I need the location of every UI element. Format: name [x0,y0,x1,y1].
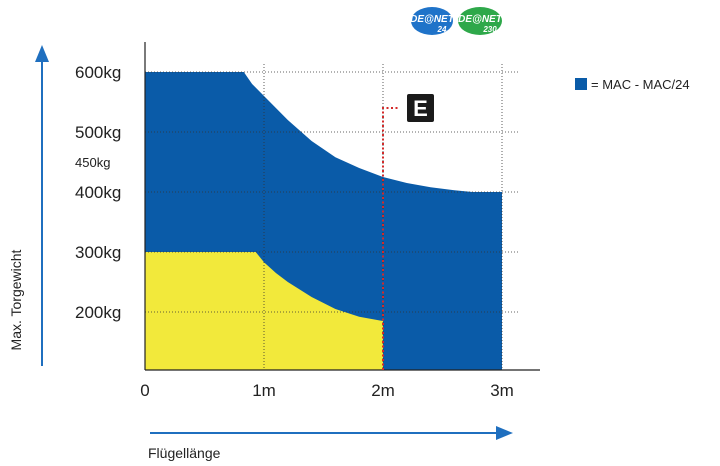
badge-de-net-24-sub: 24 [437,25,447,34]
y-axis-title: Max. Torgewicht [8,249,24,350]
x-tick-label: 1m [252,381,276,400]
gridlines [145,64,520,370]
x-tick-labels: 0 1m 2m 3m [140,381,514,400]
y-tick-label: 500kg [75,123,121,142]
badge-de-net-230: DE@NET 230 [458,7,503,35]
marker-box [407,94,434,122]
marker-dotted-line [382,107,399,370]
x-axis-arrow [150,426,513,440]
y-tick-label: 400kg [75,183,121,202]
x-tick-label: 2m [371,381,395,400]
marker-label: E [413,96,428,121]
badge-de-net-24-label: DE@NET [410,14,455,25]
x-tick-label: 0 [140,381,149,400]
legend-swatch-mac [575,78,587,90]
badge-de-net-230-sub: 230 [482,25,497,34]
badge-de-net-230-label: DE@NET [458,14,503,25]
x-axis-title: Flügellänge [148,445,221,461]
y-tick-labels: 200kg 300kg 400kg 500kg 600kg 450kg [75,63,121,322]
y-tick-label: 600kg [75,63,121,82]
legend: = MAC - MAC/24 [575,77,690,92]
y-tick-label: 200kg [75,303,121,322]
y-tick-label: 300kg [75,243,121,262]
y-extra-label: 450kg [75,155,110,170]
y-axis-arrow [35,45,49,366]
legend-label-mac: = MAC - MAC/24 [591,77,690,92]
badge-de-net-24: DE@NET 24 [410,7,455,35]
marker-e: E [382,94,434,370]
x-tick-label: 3m [490,381,514,400]
